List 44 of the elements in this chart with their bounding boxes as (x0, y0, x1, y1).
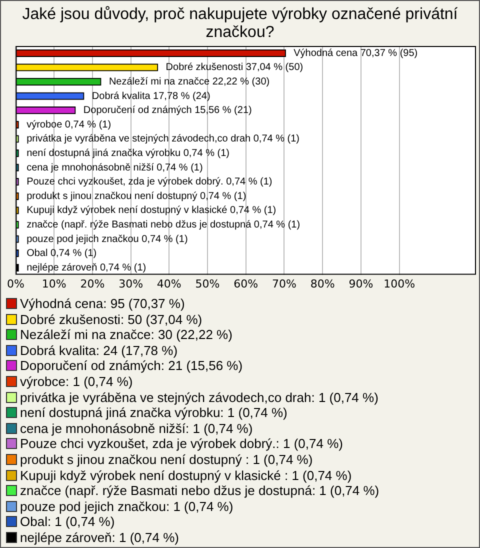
category-label: Dobrá kvalita 17,78 % (24) (92, 90, 210, 102)
x-tick-label: 100% (384, 277, 416, 290)
text: produkt s jinou značkou není dostupný : 1 (0,74 %) (20, 452, 313, 467)
category-label: Doporučení od známých 15,56 % (21) (83, 105, 252, 116)
text: Dobré zkušenosti: 50 (37,04 %) (20, 312, 202, 327)
x-tick-label: 10% (42, 277, 66, 290)
category-label: Pouze chci vyzkoušet, zda je výrobek dobrý. 0,74 % (1) (26, 176, 272, 188)
category-label: privátka je vyráběna ve stejných závodech,co drah 0,74 % (1) (26, 134, 300, 145)
x-tick-label: 20% (80, 277, 105, 290)
category-label: Dobré zkušenosti 37,04 % (50) (166, 62, 304, 74)
category-label: výroboe 0,74 % (1) (26, 119, 112, 130)
x-tick-label: 40% (156, 277, 182, 290)
x-tick-label: 30% (118, 277, 144, 290)
chart-title: Jaké jsou důvody, proč nakupujete výrobky označené privátní značkou? (21, 6, 459, 42)
category-label: Nezáleží mi na značce 22,22 % (30) (108, 76, 270, 88)
category-label: Kupuji když výrobek není dostupný v klasické 0,74 % (1) (26, 205, 276, 216)
text: značce (např. rýže Basmati nebo džus je dostupná: 1 (0,74 %) (20, 483, 380, 498)
x-tick-label: 50% (195, 277, 220, 290)
category-label: není dostupná jiná značka výrobku 0,74 % (1) (26, 148, 230, 159)
category-label: cena je mnohonásobně nižší 0,74 % (1) (26, 162, 203, 174)
category-label: pouze pod jejich značkou 0,74 % (1) (26, 234, 188, 245)
category-label: produkt s jinou značkou není dostupný 0,74 % (1) (26, 190, 246, 202)
text: pouze pod jejich značkou: 1 (0,74 %) (20, 498, 234, 514)
text: výrobce: 1 (0,74 %) (20, 374, 133, 389)
text: Kupuji když výrobek není dostupný v klasické : 1 (0,74 %) (20, 468, 352, 483)
category-label: Výhodná cena 70,37 % (95) (294, 48, 418, 59)
text: není dostupná jiná značka výrobku: 1 (0,74 %) (20, 405, 288, 420)
text: cena je mnohonásobně nižší: 1 (0,74 %) (20, 420, 253, 436)
x-tick-label: 70% (272, 277, 296, 290)
category-label: Obal 0,74 % (1) (26, 248, 97, 260)
text: privátka je vyráběna ve stejných závodech,co drah: 1 (0,74 %) (20, 390, 378, 405)
x-tick-label: 80% (310, 277, 335, 290)
text: Nezáleží mi na značce: 30 (22,22 %) (20, 327, 232, 342)
text: Dobrá kvalita: 24 (17,78 %) (20, 342, 178, 358)
x-tick-label: 90% (348, 277, 374, 290)
text: nejlépe zároveň: 1 (0,74 %) (20, 530, 179, 545)
text: Výhodná cena: 95 (70,37 %) (20, 296, 185, 311)
x-tick-label: 0% (7, 277, 24, 290)
text: Obal: 1 (0,74 %) (20, 514, 115, 530)
x-tick-label: 60% (234, 277, 258, 290)
text: Doporučení od známých: 21 (15,56 %) (20, 358, 243, 374)
text: Pouze chci vyzkoušet, zda je výrobek dobrý.: 1 (0,74 %) (20, 436, 343, 452)
category-label: nejlépe zároveň 0,74 % (1) (26, 262, 146, 274)
category-label: značce (např. rýže Basmati nebo džus je dostupná 0,74 % (1) (26, 220, 300, 230)
